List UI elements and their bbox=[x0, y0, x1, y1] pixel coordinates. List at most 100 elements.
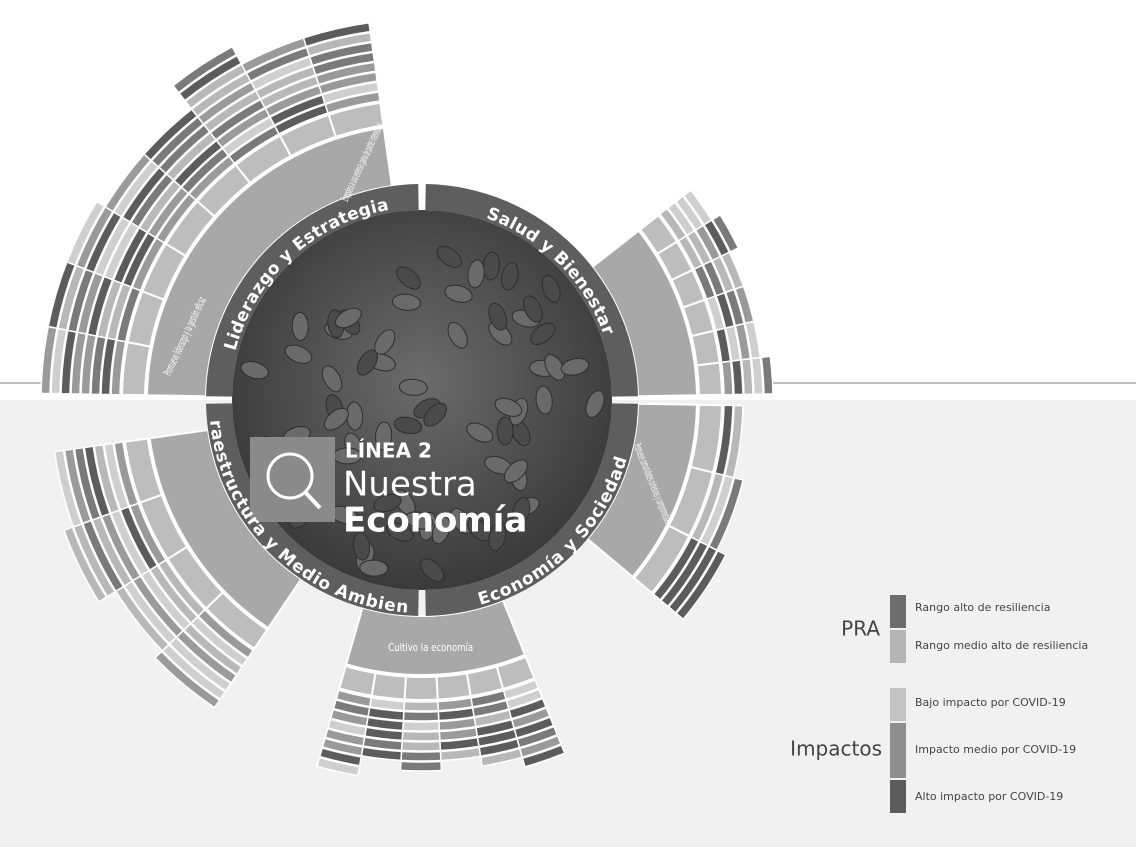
bean bbox=[373, 493, 402, 513]
bean bbox=[393, 416, 423, 435]
bean bbox=[420, 558, 445, 582]
impact-block bbox=[479, 747, 524, 767]
impact-block bbox=[740, 357, 754, 396]
legend-item: Rango medio alto de resiliencia bbox=[915, 639, 1088, 652]
impact-block bbox=[399, 760, 443, 772]
center-logo: LÍNEA 2 Nuestra Economía bbox=[250, 437, 527, 541]
impact-block bbox=[305, 31, 373, 57]
bean bbox=[488, 522, 507, 552]
bean bbox=[359, 559, 389, 577]
bean bbox=[530, 322, 556, 346]
bean bbox=[500, 262, 519, 291]
bean bbox=[466, 422, 494, 443]
impact-block bbox=[172, 45, 238, 94]
center-title-2: Economía bbox=[343, 501, 527, 541]
quadrant-ring bbox=[206, 184, 419, 397]
impact-block bbox=[750, 356, 764, 395]
impact-block bbox=[403, 700, 440, 712]
legend-swatch bbox=[890, 595, 906, 628]
impact-block bbox=[53, 449, 83, 528]
bean bbox=[544, 354, 565, 381]
impact-block bbox=[314, 61, 377, 86]
sub-segment bbox=[121, 340, 152, 397]
impact-block bbox=[521, 743, 566, 768]
impact-block bbox=[103, 442, 130, 511]
center-title-1: Nuestra bbox=[343, 465, 477, 505]
logo-handle bbox=[303, 490, 322, 510]
impact-block bbox=[316, 756, 361, 777]
legend-swatch bbox=[890, 723, 906, 778]
impact-block bbox=[63, 448, 93, 525]
sub-segment bbox=[632, 524, 691, 595]
legend-item: Alto impacto por COVID-19 bbox=[915, 790, 1063, 803]
impact-block bbox=[321, 81, 380, 105]
legend-swatch bbox=[890, 630, 906, 663]
bean bbox=[447, 321, 468, 349]
sub-segment bbox=[370, 671, 407, 701]
bean bbox=[291, 311, 309, 341]
impact-block bbox=[335, 689, 373, 708]
bean bbox=[284, 344, 313, 364]
bean bbox=[240, 361, 269, 380]
bean bbox=[321, 365, 343, 393]
impact-block bbox=[675, 549, 727, 621]
bean bbox=[560, 357, 590, 376]
bean bbox=[356, 349, 378, 376]
impact-block bbox=[401, 720, 441, 732]
bean bbox=[494, 397, 523, 417]
impact-block bbox=[318, 747, 363, 767]
bean bbox=[467, 259, 485, 289]
legend-item: Rango alto de resiliencia bbox=[915, 601, 1050, 614]
impact-block bbox=[302, 21, 372, 48]
impact-block bbox=[113, 441, 140, 508]
impact-block bbox=[711, 213, 740, 253]
impact-block bbox=[652, 536, 701, 601]
sub-segment bbox=[327, 101, 385, 139]
legend-item: Impacto medio por COVID-19 bbox=[915, 743, 1076, 756]
impact-block bbox=[401, 730, 441, 742]
bean bbox=[431, 516, 451, 545]
bean bbox=[375, 421, 393, 451]
sub-segment bbox=[695, 361, 723, 397]
impact-block bbox=[308, 41, 374, 67]
bean bbox=[436, 245, 463, 268]
impact-block bbox=[93, 443, 121, 515]
impact-block bbox=[329, 708, 369, 728]
legend-pra-title: PRA bbox=[841, 617, 880, 641]
impact-block bbox=[178, 54, 243, 102]
legend-swatch bbox=[890, 688, 906, 721]
impact-block bbox=[324, 91, 381, 114]
bean bbox=[396, 266, 421, 290]
bean bbox=[423, 402, 448, 427]
quadrant-ring bbox=[425, 184, 638, 397]
impact-block bbox=[332, 698, 371, 718]
bean bbox=[386, 522, 414, 542]
bean bbox=[541, 274, 561, 303]
impact-block bbox=[154, 650, 221, 709]
impact-block bbox=[318, 71, 379, 95]
impact-block bbox=[324, 727, 366, 747]
quadrant-ring bbox=[206, 403, 419, 616]
legend: PRA Rango alto de resiliencia Rango medi… bbox=[790, 595, 1088, 813]
rings bbox=[40, 21, 774, 777]
bean bbox=[398, 378, 428, 396]
bean bbox=[450, 507, 472, 534]
center-line: LÍNEA 2 bbox=[345, 439, 432, 463]
bean bbox=[585, 390, 605, 418]
bean bbox=[323, 407, 349, 431]
bean bbox=[503, 459, 528, 483]
bean bbox=[512, 496, 531, 526]
legend-impacts-title: Impactos bbox=[790, 737, 882, 761]
bean bbox=[535, 385, 553, 415]
sub-segment bbox=[338, 665, 377, 697]
bean bbox=[488, 302, 508, 331]
sub-segment bbox=[435, 672, 472, 701]
impact-block bbox=[760, 355, 774, 395]
legend-swatch bbox=[890, 780, 906, 813]
impact-block bbox=[311, 51, 376, 76]
bean bbox=[352, 531, 371, 561]
sub-segment bbox=[690, 329, 721, 367]
impact-block bbox=[400, 750, 442, 762]
impact-block bbox=[667, 545, 718, 614]
